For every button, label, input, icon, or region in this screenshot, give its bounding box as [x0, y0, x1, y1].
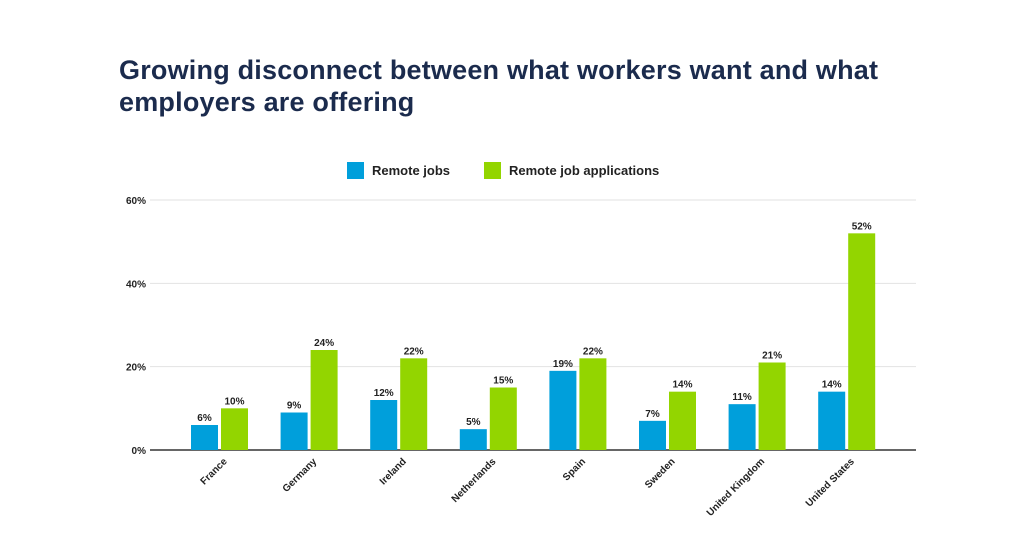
- y-tick-label: 40%: [126, 279, 146, 290]
- data-label: 24%: [314, 338, 334, 349]
- legend-item-remote-jobs: Remote jobs: [347, 162, 450, 179]
- data-label: 12%: [374, 388, 394, 399]
- x-tick-label: France: [199, 456, 230, 487]
- legend-label-remote-jobs: Remote jobs: [372, 163, 451, 178]
- bar-remote-job-applications: [221, 408, 248, 450]
- bar-remote-job-applications: [489, 387, 517, 450]
- bar-remote-jobs: [639, 420, 666, 450]
- data-label: 21%: [762, 351, 782, 362]
- data-label: 11%: [732, 392, 752, 403]
- x-tick-label: United Kingdom: [705, 456, 767, 518]
- data-label: 22%: [404, 346, 424, 357]
- legend-label-remote-job-applications: Remote job applications: [509, 163, 660, 178]
- data-label: 7%: [645, 409, 660, 420]
- data-label: 19%: [553, 359, 573, 370]
- x-tick-label: Germany: [281, 456, 320, 495]
- bar-remote-jobs: [549, 370, 577, 450]
- bar-remote-job-applications: [310, 350, 338, 450]
- y-tick-label: 60%: [126, 196, 146, 207]
- data-label: 14%: [822, 380, 842, 391]
- legend-item-remote-job-applications: Remote job applications: [484, 162, 659, 179]
- legend-swatch-remote-jobs: [347, 162, 364, 179]
- bar-remote-jobs: [370, 400, 398, 450]
- bar-remote-jobs: [280, 412, 308, 450]
- data-label: 9%: [287, 401, 302, 412]
- bar-remote-job-applications: [669, 391, 696, 450]
- bar-remote-job-applications: [400, 358, 428, 450]
- bar-remote-jobs: [191, 425, 218, 450]
- data-label: 5%: [466, 417, 481, 428]
- chart-title: Growing disconnect between what workers …: [119, 55, 879, 117]
- bar-remote-job-applications: [579, 358, 607, 450]
- bar-remote-jobs: [459, 429, 487, 450]
- bar-remote-jobs: [818, 391, 846, 450]
- x-tick-label: Netherlands: [450, 456, 499, 505]
- data-label: 22%: [583, 346, 603, 357]
- bar-remote-job-applications: [758, 362, 786, 450]
- x-tick-label: Spain: [561, 456, 588, 483]
- x-tick-label: United States: [804, 456, 857, 509]
- y-tick-label: 0%: [132, 446, 147, 457]
- data-label: 15%: [493, 376, 513, 387]
- data-label: 14%: [672, 380, 692, 391]
- bar-remote-jobs: [728, 404, 756, 450]
- legend-swatch-remote-job-applications: [484, 162, 501, 179]
- data-label: 52%: [852, 221, 872, 232]
- data-label: 10%: [224, 396, 244, 407]
- data-label: 6%: [197, 413, 212, 424]
- x-tick-label: Sweden: [643, 456, 678, 491]
- y-tick-label: 20%: [126, 363, 146, 374]
- x-tick-label: Ireland: [378, 456, 409, 487]
- bar-remote-job-applications: [848, 233, 876, 450]
